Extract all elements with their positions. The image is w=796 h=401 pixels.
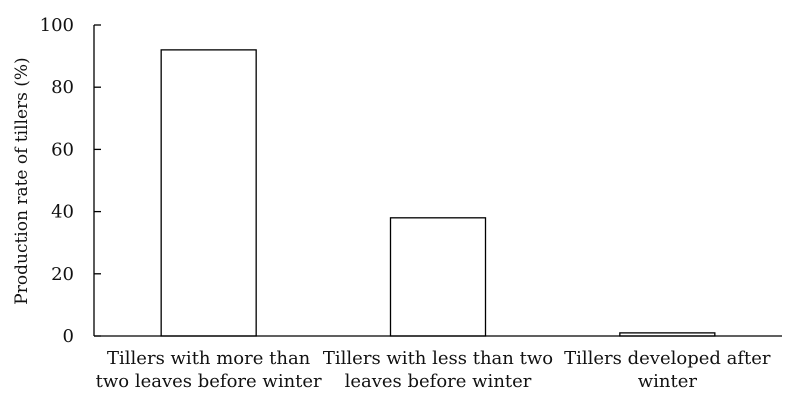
y-tick-label: 60 <box>51 139 74 160</box>
axes-layer <box>93 24 782 337</box>
bars-layer <box>160 49 716 337</box>
bar-1 <box>160 49 257 337</box>
y-axis-title: Production rate of tillers (%) <box>12 57 32 304</box>
bar-2 <box>389 217 487 337</box>
x-category-label: leaves before winter <box>345 371 532 392</box>
y-tick-label: 80 <box>51 77 74 98</box>
y-tick-label: 100 <box>40 15 74 36</box>
y-tick-label: 40 <box>51 202 74 223</box>
x-category-label: winter <box>638 371 698 392</box>
x-category-label: Tillers with less than two <box>323 348 553 369</box>
x-category-label: two leaves before winter <box>96 371 322 392</box>
x-category-label: Tillers with more than <box>107 348 311 369</box>
y-tick-label: 20 <box>51 264 74 285</box>
x-category-label: Tillers developed after <box>564 348 771 369</box>
y-tick-label: 0 <box>63 326 74 347</box>
